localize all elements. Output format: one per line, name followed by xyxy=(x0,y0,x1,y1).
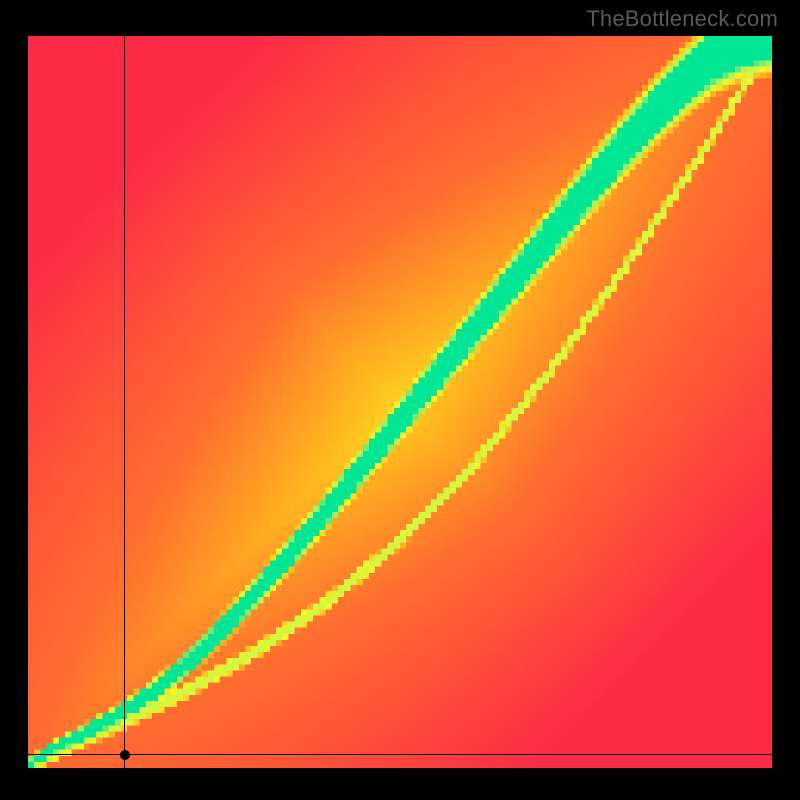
crosshair-horizontal xyxy=(28,754,772,755)
crosshair-vertical xyxy=(124,36,125,768)
watermark-text: TheBottleneck.com xyxy=(586,6,778,32)
crosshair-marker xyxy=(120,750,130,760)
bottleneck-heatmap xyxy=(28,36,772,768)
chart-container: { "watermark": { "text": "TheBottleneck.… xyxy=(0,0,800,800)
